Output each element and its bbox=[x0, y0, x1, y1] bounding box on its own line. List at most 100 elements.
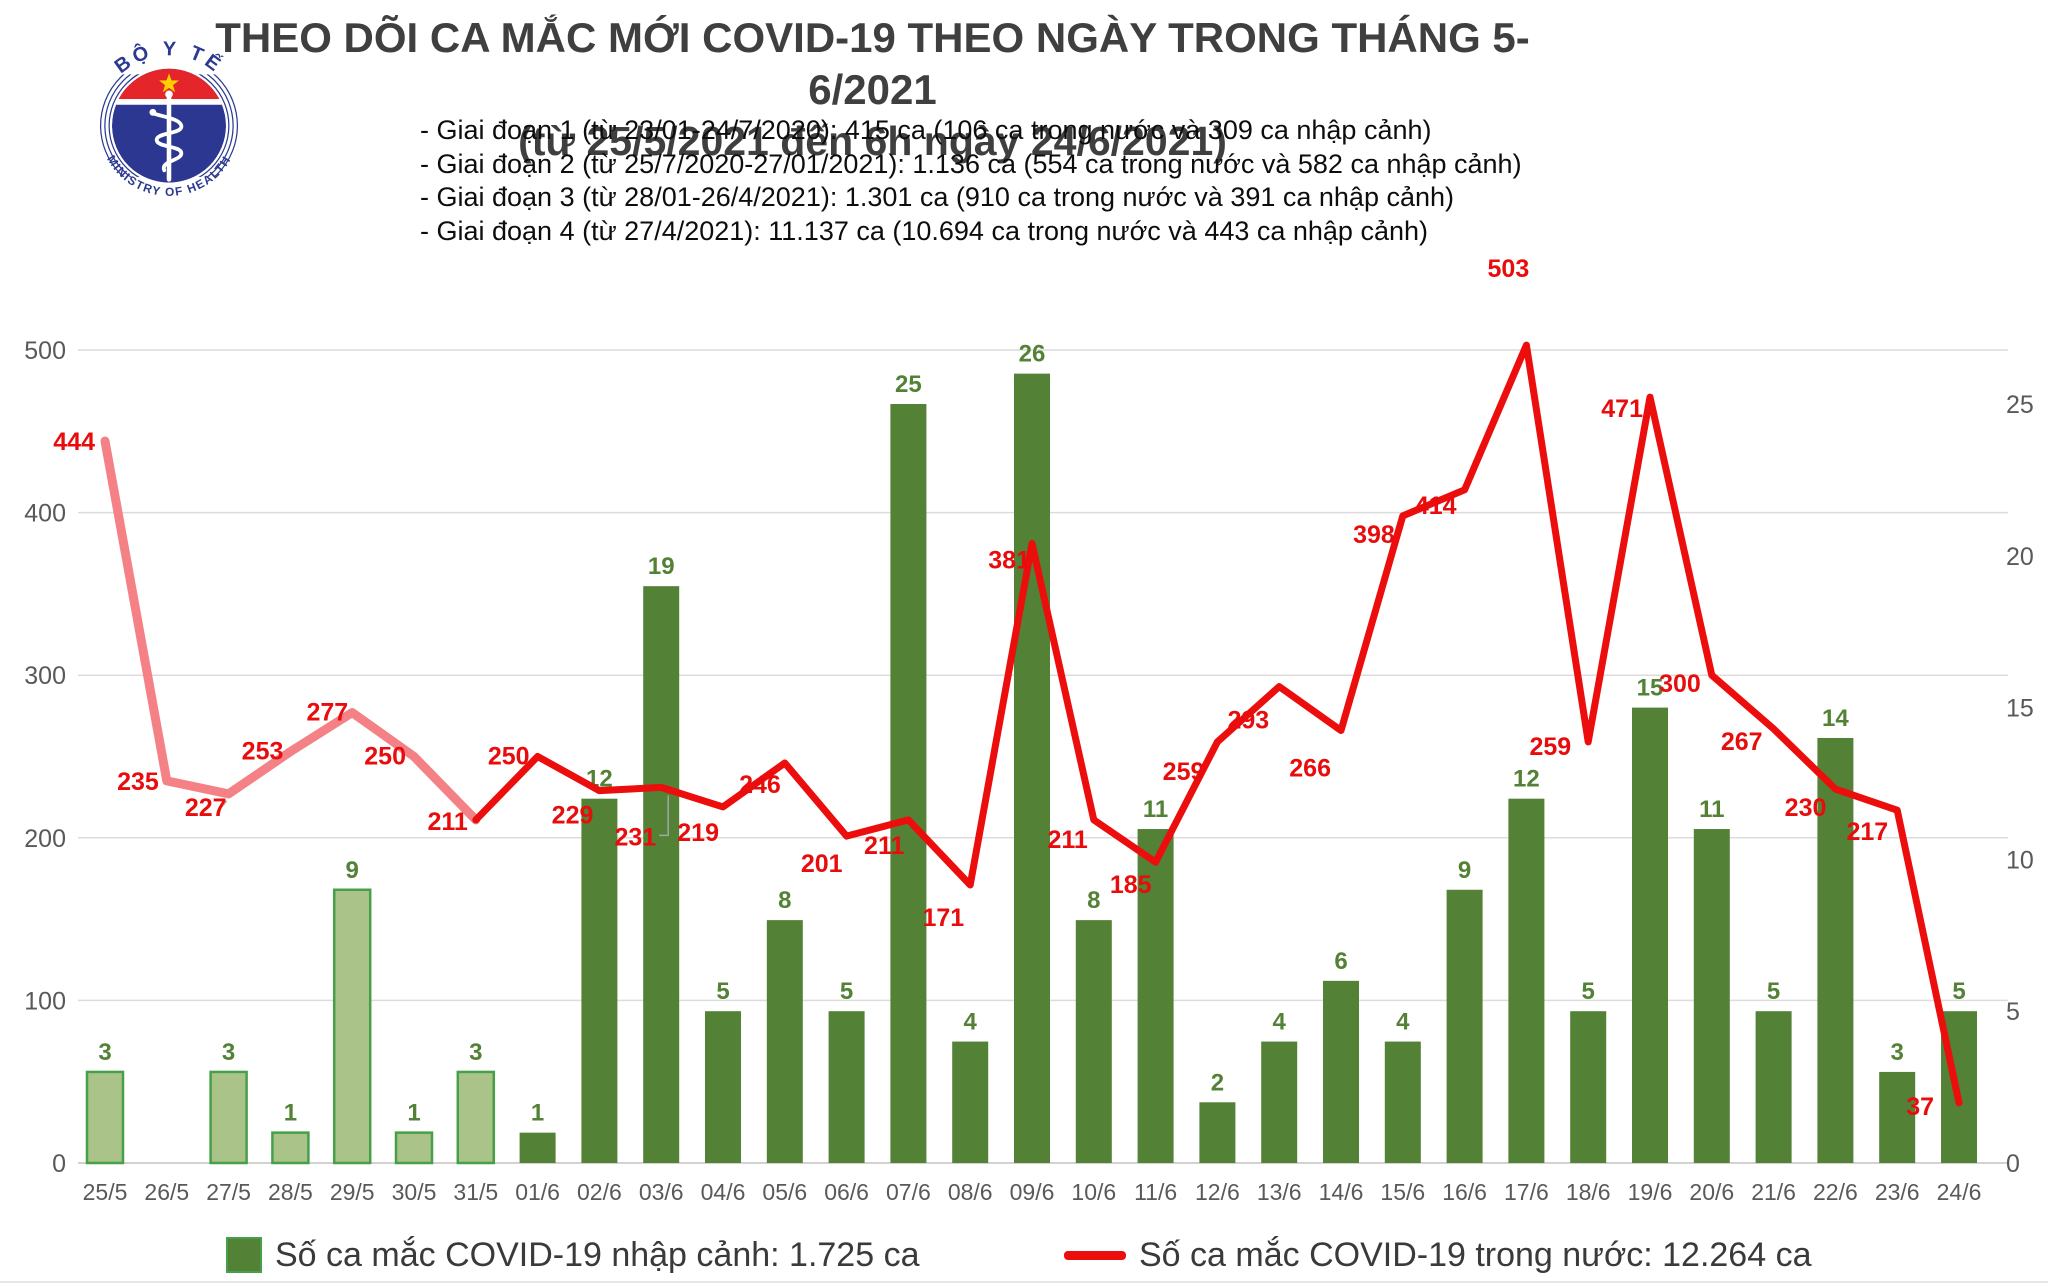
y-axis-right-tick-0: 0 bbox=[2006, 1150, 2020, 1178]
legend-label: Số ca mắc COVID-19 nhập cảnh: 1.725 ca bbox=[275, 1235, 920, 1274]
x-axis-label-03/6: 03/6 bbox=[639, 1179, 684, 1205]
line-swatch-icon bbox=[1064, 1250, 1126, 1260]
phase-note: - Giai đoạn 3 (từ 28/01-26/4/2021): 1.30… bbox=[420, 182, 1455, 212]
logo-ring-arcs bbox=[78, 24, 260, 214]
bar-30/5 bbox=[394, 1131, 434, 1165]
bar-label-10/6: 8 bbox=[1087, 887, 1100, 914]
y-axis-left-tick-500: 500 bbox=[24, 337, 66, 365]
bar-label-18/6: 5 bbox=[1582, 978, 1595, 1005]
bar-label-15/6: 4 bbox=[1396, 1009, 1410, 1036]
bar-02/6 bbox=[581, 798, 618, 1163]
bar-31/5 bbox=[456, 1070, 496, 1165]
bar-17/6 bbox=[1508, 798, 1545, 1163]
x-axis-label-14/6: 14/6 bbox=[1319, 1179, 1364, 1205]
y-axis-right-tick-10: 10 bbox=[2006, 846, 2034, 874]
bar-29/5 bbox=[332, 888, 372, 1165]
x-axis-label-21/6: 21/6 bbox=[1751, 1179, 1796, 1205]
x-axis-label-31/5: 31/5 bbox=[453, 1179, 498, 1205]
domestic-cases-line bbox=[472, 341, 1963, 1107]
line-label-01/6: 250 bbox=[488, 743, 530, 771]
bar-15/6 bbox=[1384, 1041, 1421, 1163]
y-axis-right-tick-25: 25 bbox=[2006, 391, 2034, 419]
x-axis-label-05/6: 05/6 bbox=[762, 1179, 807, 1205]
bar-label-25/5: 3 bbox=[98, 1039, 111, 1066]
line-label-10/6: 211 bbox=[1047, 826, 1087, 854]
label-leader-03/6 bbox=[659, 795, 669, 837]
bar-04/6 bbox=[705, 1011, 741, 1163]
legend-label: Số ca mắc COVID-19 trong nước: 12.264 ca bbox=[1139, 1235, 1812, 1274]
x-axis-label-25/5: 25/5 bbox=[83, 1179, 128, 1205]
x-axis-label-19/6: 19/6 bbox=[1628, 1179, 1673, 1205]
bar-12/6 bbox=[1199, 1102, 1236, 1163]
y-axis-left-tick-400: 400 bbox=[24, 500, 66, 528]
bar-label-11/6: 11 bbox=[1143, 796, 1168, 823]
bar-09/6 bbox=[1014, 373, 1050, 1163]
line-label-22/6: 230 bbox=[1785, 794, 1827, 822]
line-label-16/6: 414 bbox=[1415, 492, 1457, 520]
x-axis-label-01/6: 01/6 bbox=[515, 1179, 560, 1205]
x-axis-label-18/6: 18/6 bbox=[1566, 1179, 1611, 1205]
bar-label-21/6: 5 bbox=[1767, 978, 1780, 1005]
bar-05/6 bbox=[766, 920, 803, 1163]
bar-label-28/5: 1 bbox=[284, 1100, 297, 1127]
bar-label-13/6: 4 bbox=[1273, 1009, 1287, 1036]
bar-label-30/5: 1 bbox=[407, 1100, 420, 1127]
phase-note: - Giai đoạn 2 (từ 25/7/2020-27/01/2021):… bbox=[420, 148, 1522, 179]
line-label-05/6: 246 bbox=[739, 771, 781, 799]
line-label-13/6: 293 bbox=[1227, 707, 1269, 735]
bar-20/6 bbox=[1693, 829, 1730, 1163]
moh-logo: BỘ Y TẾ MINISTRY OF HEALTH bbox=[78, 24, 260, 214]
label-leader-27/5 bbox=[218, 800, 228, 812]
legend-item-domestic: Số ca mắc COVID-19 trong nước: 12.264 ca bbox=[1064, 1232, 1811, 1278]
bar-10/6 bbox=[1075, 920, 1112, 1163]
page-subtitle: (từ 25/5/2021 đến 6h ngày 24/6/2021) bbox=[518, 118, 1227, 164]
line-label-30/5: 250 bbox=[364, 743, 406, 771]
bar-21/6 bbox=[1755, 1011, 1792, 1163]
bar-19/6 bbox=[1632, 707, 1668, 1163]
x-axis-label-12/6: 12/6 bbox=[1195, 1179, 1240, 1205]
bar-25/5 bbox=[85, 1070, 125, 1165]
bar-label-09/6: 26 bbox=[1019, 341, 1046, 368]
line-label-23/6: 217 bbox=[1846, 818, 1888, 846]
phase-notes: - Giai đoạn 1 (từ 23/01-24/7/2020): 415 … bbox=[420, 114, 1522, 248]
x-axis-label-11/6: 11/6 bbox=[1134, 1179, 1177, 1205]
rod-of-asclepius-icon bbox=[149, 90, 184, 182]
bar-01/6 bbox=[519, 1132, 556, 1163]
bar-03/6 bbox=[643, 586, 680, 1163]
bar-18/6 bbox=[1570, 1011, 1607, 1163]
bar-11/6 bbox=[1137, 829, 1174, 1163]
bar-27/5 bbox=[209, 1070, 248, 1165]
bar-label-22/6: 14 bbox=[1822, 705, 1849, 732]
x-axis-label-16/6: 16/6 bbox=[1442, 1179, 1487, 1205]
line-label-11/6: 185 bbox=[1110, 871, 1152, 899]
bar-label-19/6: 15 bbox=[1637, 675, 1664, 702]
x-axis-label-17/6: 17/6 bbox=[1504, 1179, 1549, 1205]
x-axis-label-27/5: 27/5 bbox=[206, 1179, 251, 1205]
bar-label-17/6: 12 bbox=[1513, 766, 1540, 793]
chart-legend: Số ca mắc COVID-19 nhập cảnh: 1.725 ca S… bbox=[0, 1232, 2048, 1278]
line-label-12/6: 259 bbox=[1163, 758, 1205, 786]
y-axis-left-tick-200: 200 bbox=[24, 825, 66, 853]
bar-label-14/6: 6 bbox=[1334, 948, 1347, 975]
line-label-29/5: 277 bbox=[306, 699, 348, 727]
bar-label-20/6: 11 bbox=[1699, 796, 1724, 823]
bar-label-01/6: 1 bbox=[531, 1100, 544, 1127]
line-label-14/6: 266 bbox=[1289, 754, 1331, 782]
bar-label-03/6: 19 bbox=[648, 553, 675, 580]
line-label-03/6: 231 bbox=[614, 823, 656, 851]
x-axis-label-28/5: 28/5 bbox=[268, 1179, 313, 1205]
bar-16/6 bbox=[1446, 889, 1483, 1163]
y-axis-left-tick-300: 300 bbox=[24, 662, 66, 690]
bar-28/5 bbox=[271, 1131, 310, 1165]
domestic-cases-line-early bbox=[100, 436, 481, 825]
line-label-26/5: 235 bbox=[117, 768, 159, 796]
line-label-09/6: 381 bbox=[988, 546, 1030, 574]
x-axis-label-02/6: 02/6 bbox=[577, 1179, 622, 1205]
x-axis-label-23/6: 23/6 bbox=[1875, 1179, 1920, 1205]
line-label-31/5: 211 bbox=[427, 808, 467, 836]
x-axis-label-07/6: 07/6 bbox=[886, 1179, 931, 1205]
bar-label-07/6: 25 bbox=[895, 371, 922, 398]
bar-label-08/6: 4 bbox=[964, 1009, 978, 1036]
line-label-25/5: 444 bbox=[53, 428, 95, 456]
